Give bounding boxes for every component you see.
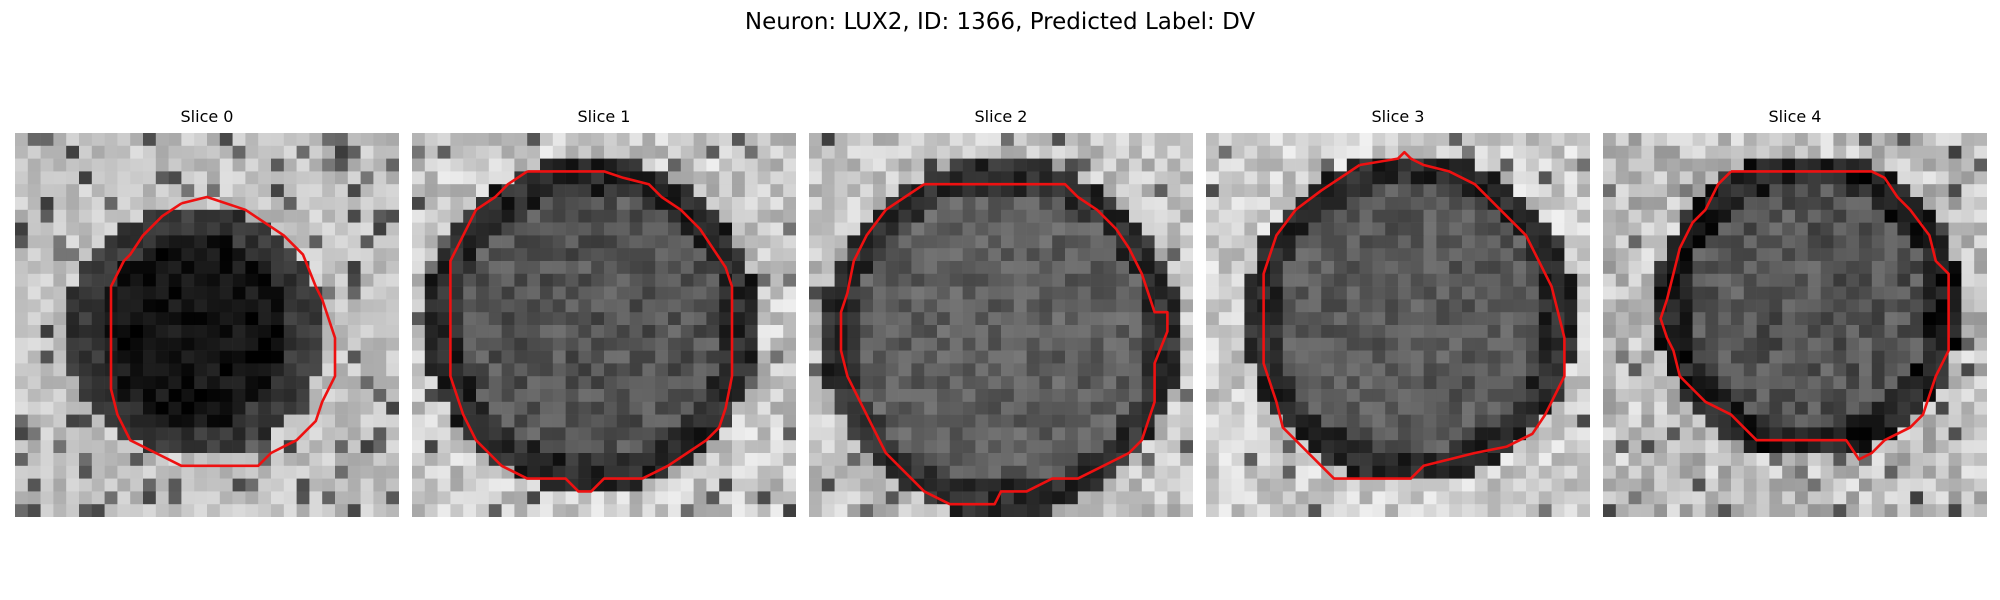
slice-title: Slice 1	[577, 107, 631, 126]
micrograph-pixels	[15, 133, 399, 517]
micrograph-pixels	[809, 133, 1193, 517]
soma-contour	[109, 195, 337, 468]
soma-contour	[1659, 170, 1950, 461]
micrograph-image	[15, 133, 399, 517]
micrograph-pixels	[1603, 133, 1987, 517]
micrograph-image	[1603, 133, 1987, 517]
micrograph-pixels	[1206, 133, 1590, 517]
soma-contour	[449, 170, 734, 493]
micrograph-image	[809, 133, 1193, 517]
soma-contour	[839, 182, 1169, 506]
slice-title: Slice 3	[1371, 107, 1425, 126]
slice-title: Slice 0	[180, 107, 234, 126]
micrograph-image	[1206, 133, 1590, 517]
micrograph-image	[412, 133, 796, 517]
soma-contour	[1262, 150, 1566, 480]
figure-title: Neuron: LUX2, ID: 1366, Predicted Label:…	[744, 9, 1256, 35]
slice-title: Slice 2	[974, 107, 1028, 126]
slice-title: Slice 4	[1768, 107, 1822, 126]
micrograph-pixels	[412, 133, 796, 517]
